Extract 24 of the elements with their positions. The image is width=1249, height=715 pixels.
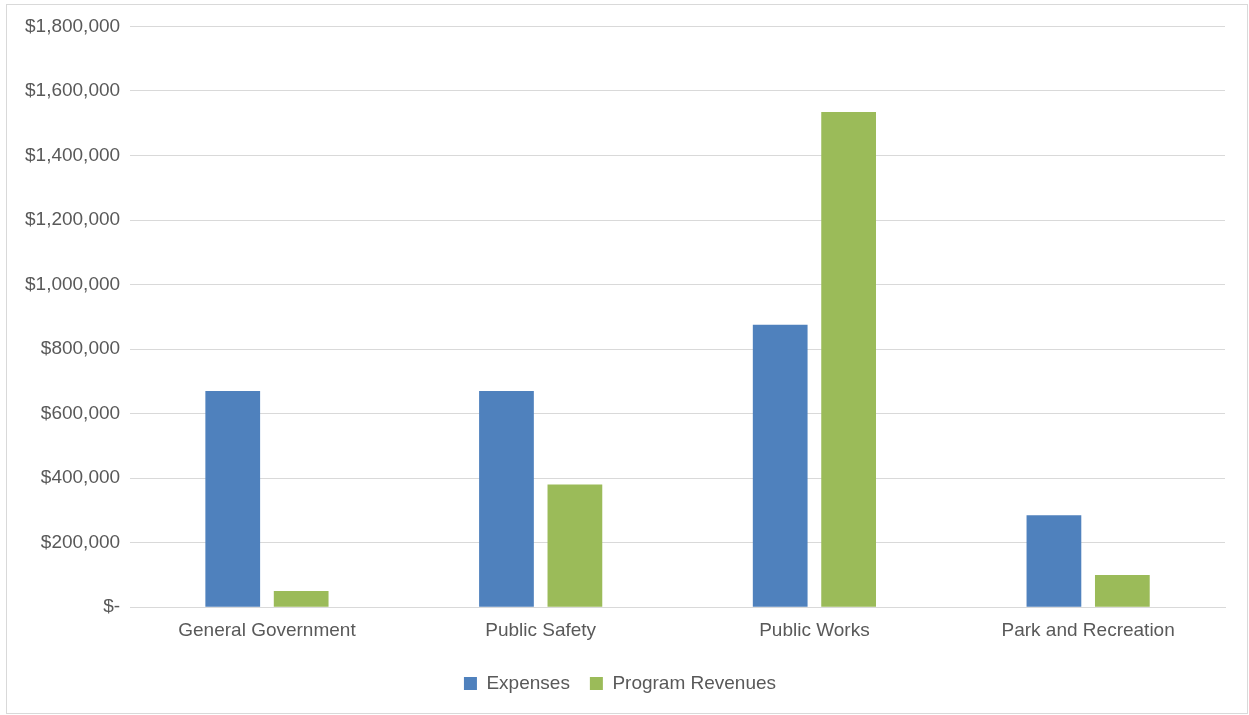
- y-tick-label: $1,000,000: [25, 272, 121, 294]
- bar: [1094, 574, 1150, 607]
- y-tick-label: $200,000: [40, 530, 121, 552]
- y-tick-label: $1,400,000: [25, 143, 121, 165]
- legend-label: Program Revenues: [612, 671, 777, 693]
- y-tick-label: $1,600,000: [25, 79, 121, 101]
- y-tick-label: $1,800,000: [25, 14, 121, 36]
- y-tick-label: $600,000: [40, 401, 121, 423]
- x-tick-label: Public Safety: [485, 618, 597, 640]
- bar: [821, 111, 876, 607]
- x-tick-label: Public Works: [759, 618, 870, 640]
- y-tick-label: $800,000: [40, 337, 121, 359]
- x-tick-label: General Government: [178, 618, 357, 640]
- bar: [273, 591, 329, 607]
- bar: [752, 324, 808, 607]
- bar: [479, 391, 534, 607]
- y-tick-label: $400,000: [40, 466, 121, 488]
- bar: [1026, 515, 1082, 607]
- y-tick-label: $-: [103, 595, 121, 617]
- bar: [205, 391, 261, 607]
- y-tick-label: $1,200,000: [25, 208, 121, 230]
- bar: [547, 484, 603, 607]
- legend-label: Expenses: [486, 671, 570, 693]
- x-tick-label: Park and Recreation: [1001, 618, 1175, 640]
